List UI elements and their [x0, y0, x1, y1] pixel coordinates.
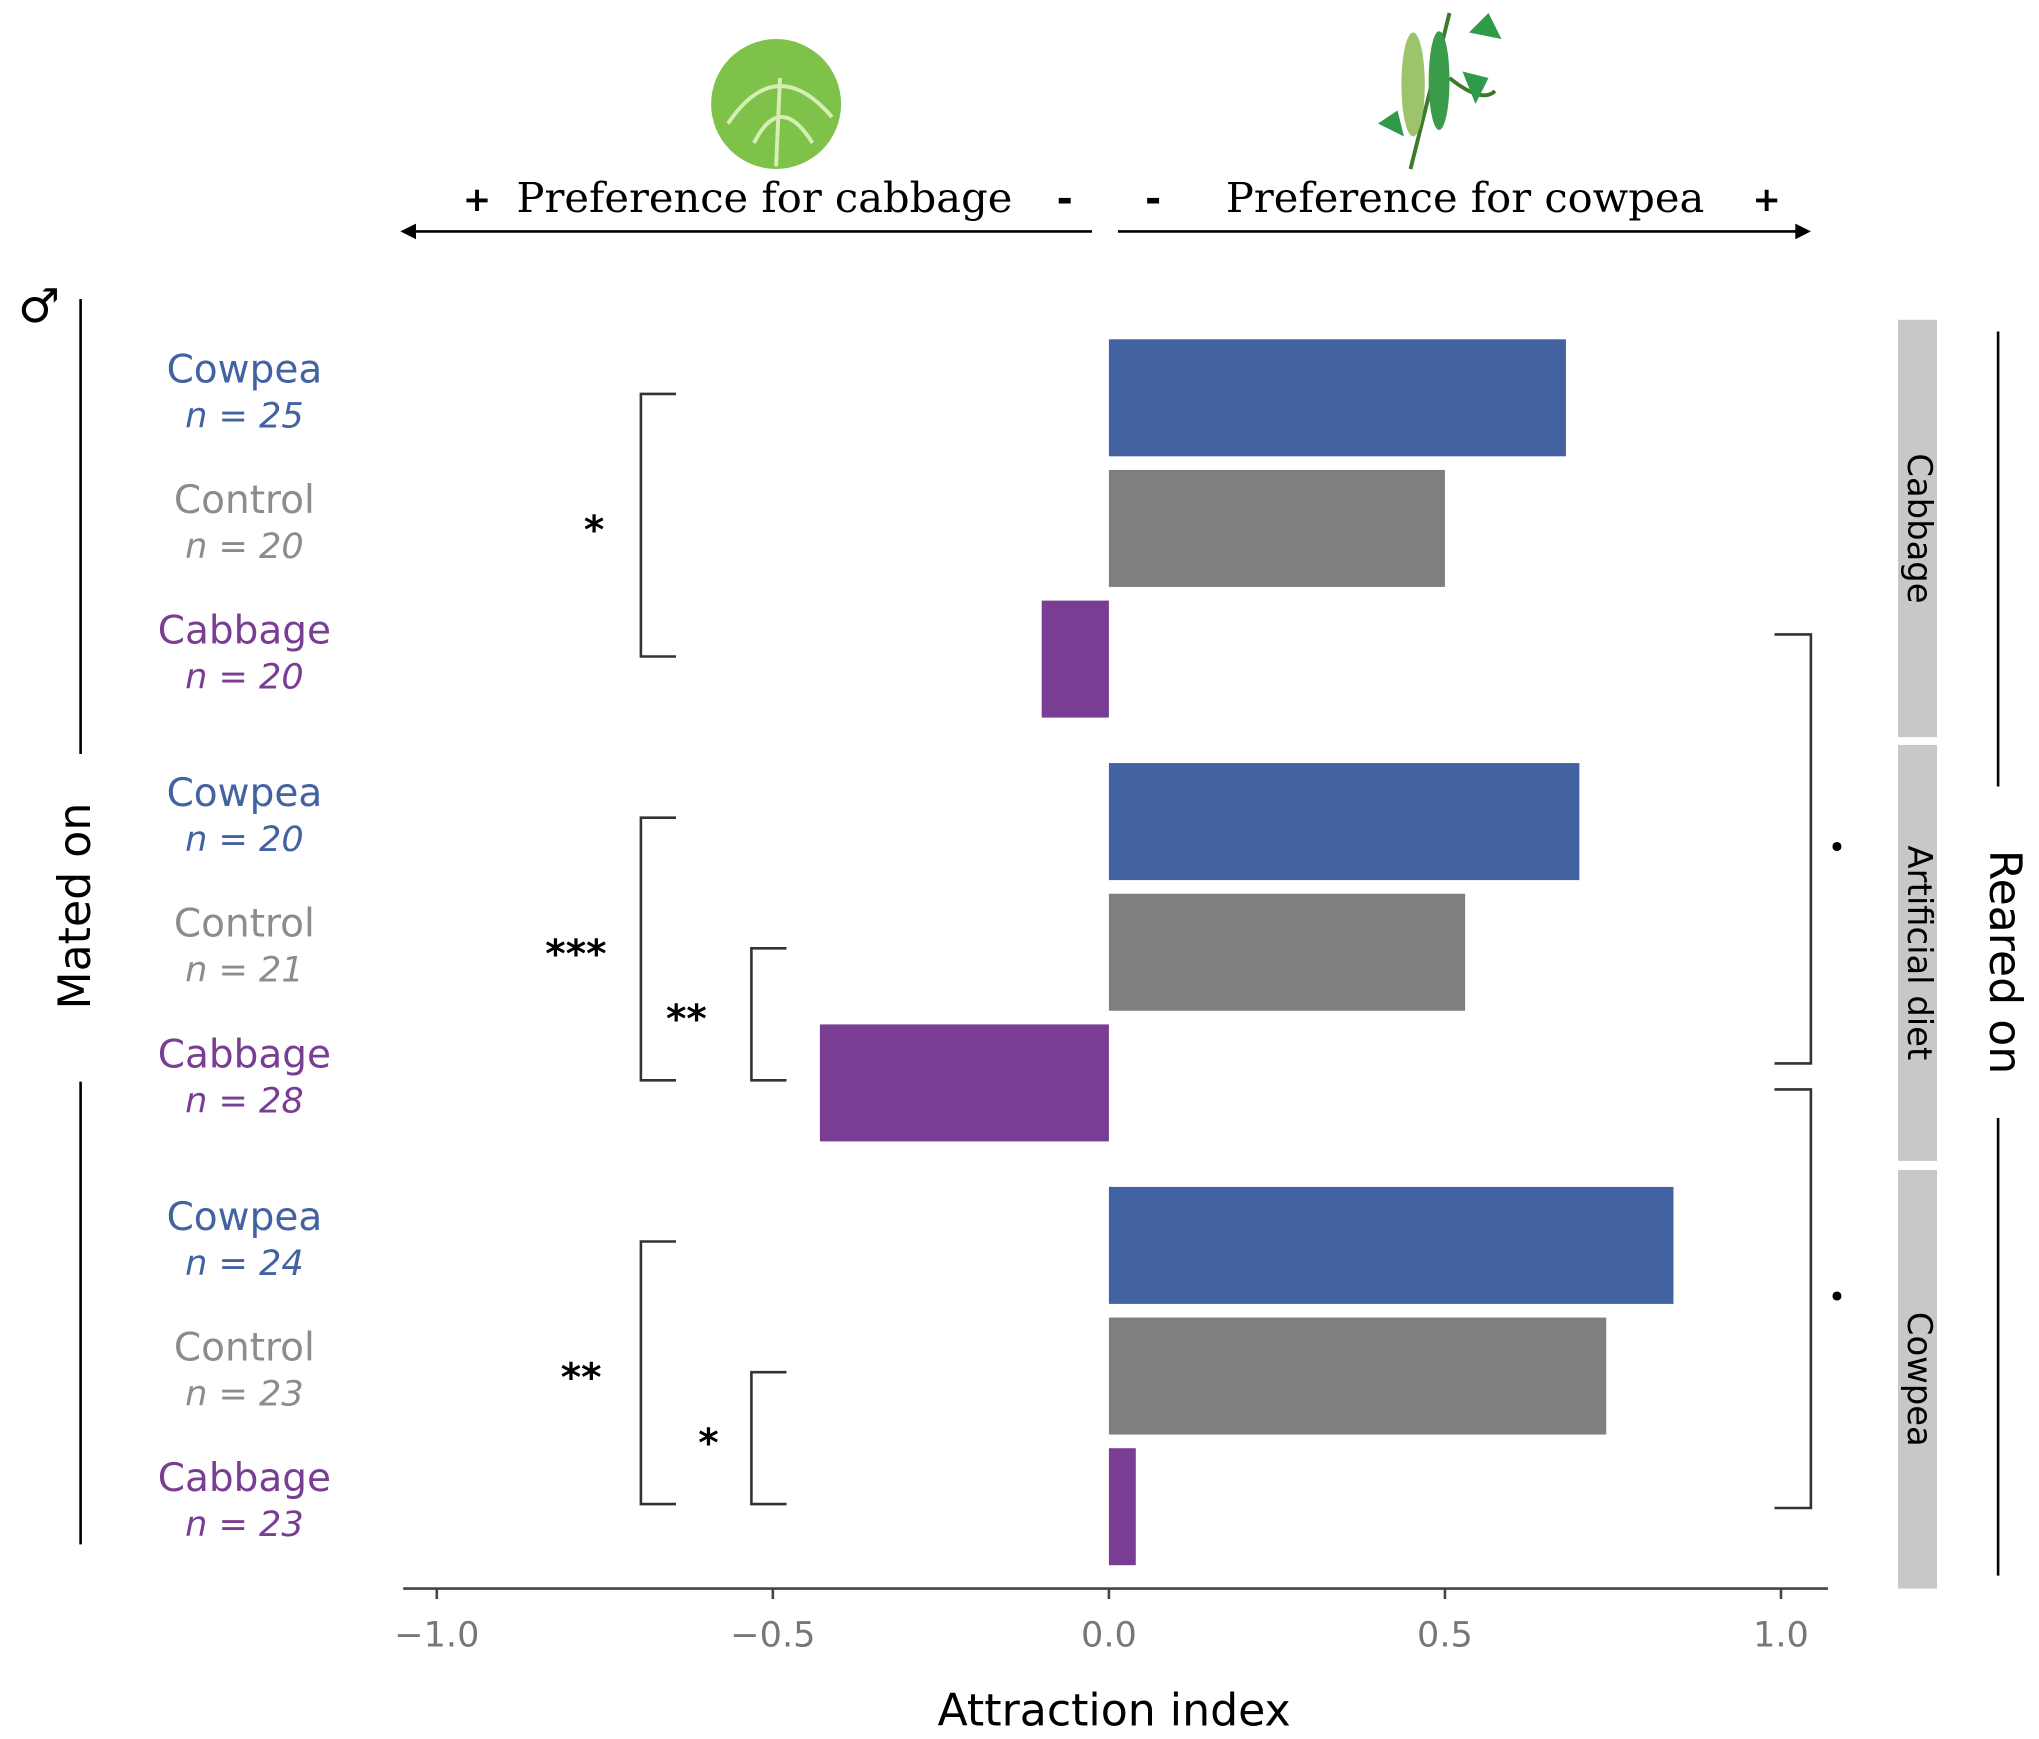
bar [1108, 1448, 1136, 1566]
bar [819, 1024, 1109, 1142]
category-label: Cabbage [158, 609, 331, 654]
category-label: Control [174, 902, 315, 947]
x-tick-label: 1.0 [1753, 1615, 1809, 1656]
header-text: - [1145, 177, 1161, 222]
bar [1108, 469, 1445, 587]
header-text: - [1057, 177, 1073, 222]
bar [1108, 339, 1566, 457]
bar [1041, 600, 1109, 718]
left-label: Mated on [50, 803, 101, 1010]
x-tick-label: −1.0 [394, 1615, 479, 1656]
arrow-head [1795, 223, 1811, 240]
x-tick-label: 0.0 [1081, 1615, 1137, 1656]
right-label: Reared on [1979, 850, 2030, 1074]
facet-label: Artificial diet [1900, 846, 1939, 1061]
header-text: Preference for cabbage [516, 173, 1012, 222]
n-label: n = 21 [185, 950, 304, 991]
category-label: Cowpea [167, 1195, 323, 1240]
facet-label: Cabbage [1900, 453, 1939, 603]
header-text: Preference for cowpea [1226, 173, 1704, 222]
facet-strip [1897, 744, 1937, 1161]
bracket [639, 1240, 676, 1506]
n-label: n = 20 [185, 657, 304, 698]
n-label: n = 20 [185, 526, 304, 567]
bracket [750, 947, 787, 1082]
bracket [639, 816, 676, 1082]
significance-label: * [698, 1421, 718, 1466]
bracket [1774, 1088, 1813, 1510]
n-label: n = 25 [185, 395, 304, 436]
n-label: n = 23 [185, 1374, 304, 1415]
bar [1108, 763, 1580, 881]
significance-label: * [584, 508, 604, 553]
category-label: Control [174, 1326, 315, 1371]
x-tick-label: −0.5 [730, 1615, 815, 1656]
significance-label: ** [666, 998, 707, 1043]
category-label: Cabbage [158, 1032, 331, 1077]
header-text: + [1753, 180, 1781, 219]
x-axis-title: Attraction index [937, 1685, 1290, 1736]
facet-strip [1897, 319, 1937, 738]
trend-label: • [1828, 830, 1846, 866]
facet-strip [1897, 1170, 1937, 1589]
category-label: Control [174, 478, 315, 523]
plot: + Preference for cabbage - - Preference for … [18, 12, 2030, 1736]
cabbage-icon [711, 39, 842, 169]
header-text: + [463, 180, 491, 219]
trend-label: • [1828, 1280, 1846, 1316]
category-label: Cowpea [167, 771, 323, 816]
facet-label: Cowpea [1900, 1312, 1939, 1447]
significance-label: ** [561, 1356, 602, 1401]
n-label: n = 28 [185, 1080, 304, 1121]
n-label: n = 23 [185, 1504, 304, 1545]
sex-symbol: ♂ [18, 280, 60, 334]
category-label: Cabbage [158, 1456, 331, 1501]
category-label: Cowpea [167, 347, 323, 392]
significance-label: *** [545, 932, 606, 977]
bar [1108, 1317, 1607, 1435]
arrow-head [400, 223, 416, 240]
bar [1108, 1186, 1674, 1304]
bracket [639, 392, 676, 658]
n-label: n = 20 [185, 819, 304, 860]
bracket [1774, 633, 1813, 1065]
x-tick-label: 0.5 [1417, 1615, 1473, 1656]
cowpea-icon [1378, 12, 1502, 170]
bar [1108, 893, 1466, 1011]
n-label: n = 24 [185, 1243, 304, 1284]
bracket [750, 1370, 787, 1506]
